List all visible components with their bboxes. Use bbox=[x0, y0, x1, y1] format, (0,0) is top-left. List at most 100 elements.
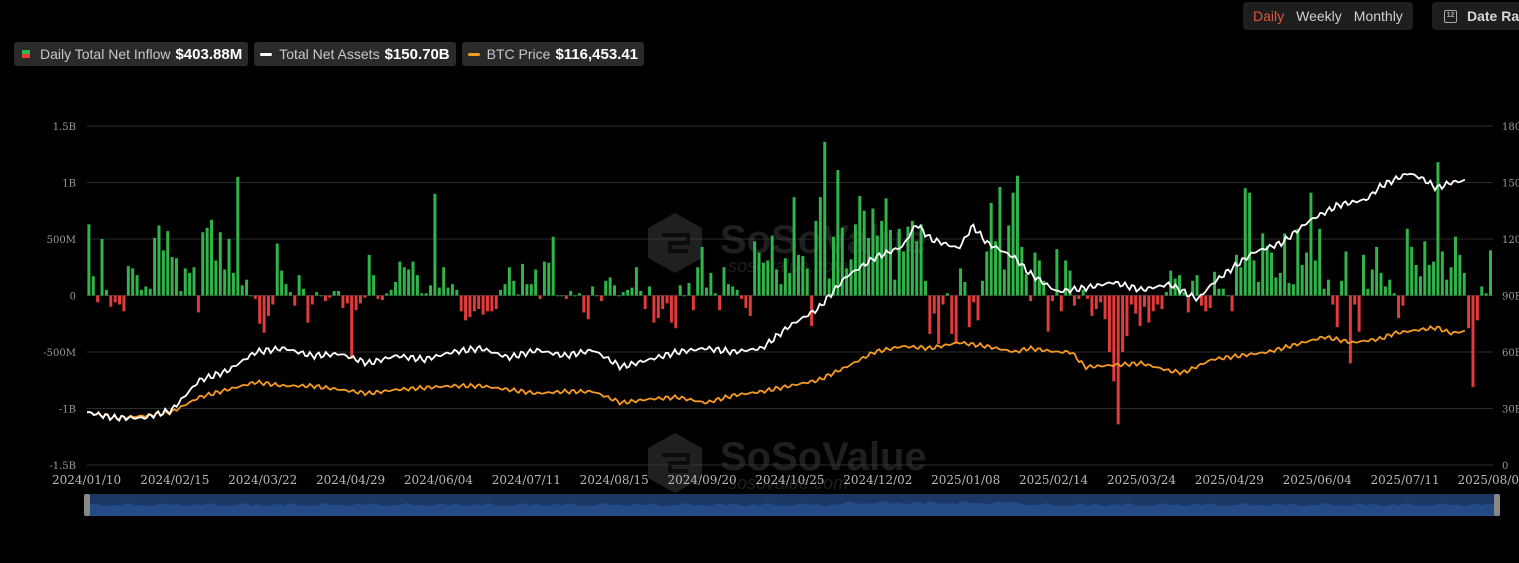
inflow-bar[interactable] bbox=[945, 293, 949, 296]
inflow-bar[interactable] bbox=[586, 295, 590, 320]
inflow-bar[interactable] bbox=[1081, 289, 1085, 296]
inflow-bar[interactable] bbox=[131, 268, 135, 296]
inflow-bar[interactable] bbox=[661, 295, 665, 310]
inflow-bar[interactable] bbox=[989, 202, 993, 296]
inflow-bar[interactable] bbox=[218, 232, 222, 296]
inflow-bar[interactable] bbox=[310, 295, 314, 305]
inflow-bar[interactable] bbox=[998, 187, 1002, 296]
inflow-bar[interactable] bbox=[210, 219, 214, 296]
inflow-bar[interactable] bbox=[1230, 295, 1234, 312]
inflow-bar[interactable] bbox=[516, 294, 520, 296]
inflow-bar[interactable] bbox=[783, 258, 787, 296]
inflow-bar[interactable] bbox=[1191, 280, 1195, 296]
inflow-bar[interactable] bbox=[1002, 269, 1006, 296]
inflow-bar[interactable] bbox=[459, 295, 463, 312]
inflow-bar[interactable] bbox=[845, 268, 849, 296]
inflow-bar[interactable] bbox=[1475, 295, 1479, 321]
inflow-bar[interactable] bbox=[1366, 288, 1370, 296]
inflow-bar[interactable] bbox=[595, 295, 599, 297]
inflow-bar[interactable] bbox=[849, 259, 853, 296]
inflow-bar[interactable] bbox=[499, 289, 503, 296]
inflow-bar[interactable] bbox=[556, 295, 560, 297]
inflow-bar[interactable] bbox=[1121, 295, 1125, 353]
inflow-bar[interactable] bbox=[481, 295, 485, 315]
inflow-bar[interactable] bbox=[967, 295, 971, 328]
inflow-bar[interactable] bbox=[941, 295, 945, 305]
inflow-bar[interactable] bbox=[468, 295, 472, 317]
inflow-bar[interactable] bbox=[1077, 295, 1081, 299]
inflow-bar[interactable] bbox=[888, 229, 892, 296]
inflow-bar[interactable] bbox=[442, 267, 446, 296]
inflow-bar[interactable] bbox=[420, 293, 424, 296]
inflow-bar[interactable] bbox=[271, 295, 275, 305]
inflow-bar[interactable] bbox=[157, 225, 161, 296]
inflow-bar[interactable] bbox=[1134, 295, 1138, 314]
inflow-bar[interactable] bbox=[1340, 280, 1344, 296]
inflow-bar[interactable] bbox=[906, 226, 910, 296]
inflow-bar[interactable] bbox=[262, 295, 266, 333]
inflow-bar[interactable] bbox=[538, 295, 542, 299]
inflow-bar[interactable] bbox=[100, 239, 104, 296]
inflow-bar[interactable] bbox=[1239, 267, 1243, 296]
inflow-bar[interactable] bbox=[862, 210, 866, 296]
inflow-bar[interactable] bbox=[718, 295, 722, 311]
inflow-bar[interactable] bbox=[577, 293, 581, 296]
inflow-bar[interactable] bbox=[1116, 295, 1120, 425]
inflow-bar[interactable] bbox=[1186, 295, 1190, 313]
inflow-bar[interactable] bbox=[1305, 252, 1309, 296]
inflow-bar[interactable] bbox=[175, 258, 178, 296]
inflow-bar[interactable] bbox=[547, 262, 551, 296]
inflow-bar[interactable] bbox=[1055, 249, 1059, 296]
inflow-bar[interactable] bbox=[170, 257, 174, 296]
inflow-bar[interactable] bbox=[643, 295, 647, 310]
inflow-bar[interactable] bbox=[258, 295, 262, 324]
inflow-bar[interactable] bbox=[560, 295, 564, 297]
inflow-bar[interactable] bbox=[1169, 270, 1173, 296]
inflow-bar[interactable] bbox=[1296, 228, 1300, 296]
inflow-bar[interactable] bbox=[744, 295, 748, 308]
inflow-bar[interactable] bbox=[1020, 246, 1024, 296]
inflow-bar[interactable] bbox=[937, 295, 941, 345]
inflow-bar[interactable] bbox=[1405, 228, 1409, 296]
inflow-bar[interactable] bbox=[494, 295, 498, 310]
inflow-bar[interactable] bbox=[96, 295, 100, 303]
inflow-bar[interactable] bbox=[1383, 286, 1387, 296]
inflow-bar[interactable] bbox=[358, 295, 362, 304]
inflow-bar[interactable] bbox=[796, 254, 800, 296]
inflow-bar[interactable] bbox=[1467, 295, 1471, 329]
inflow-bar[interactable] bbox=[1436, 162, 1440, 296]
inflow-bar[interactable] bbox=[398, 261, 402, 296]
inflow-bar[interactable] bbox=[875, 235, 879, 296]
inflow-bar[interactable] bbox=[253, 295, 257, 299]
inflow-bar[interactable] bbox=[214, 260, 218, 296]
inflow-bar[interactable] bbox=[332, 290, 336, 296]
inflow-bar[interactable] bbox=[1283, 233, 1287, 296]
inflow-bar[interactable] bbox=[919, 224, 923, 296]
inflow-bar[interactable] bbox=[1449, 267, 1453, 296]
inflow-bar[interactable] bbox=[599, 295, 603, 302]
inflow-bar[interactable] bbox=[963, 281, 967, 296]
inflow-bar[interactable] bbox=[910, 220, 914, 296]
inflow-bar[interactable] bbox=[148, 288, 152, 296]
inflow-bar[interactable] bbox=[319, 295, 323, 297]
inflow-bar[interactable] bbox=[1217, 288, 1221, 296]
inflow-bar[interactable] bbox=[411, 261, 415, 296]
inflow-bar[interactable] bbox=[884, 198, 888, 296]
inflow-bar[interactable] bbox=[1195, 275, 1199, 296]
inflow-bar[interactable] bbox=[761, 262, 765, 296]
inflow-bar[interactable] bbox=[683, 295, 687, 297]
inflow-bar[interactable] bbox=[345, 295, 349, 304]
inflow-bar[interactable] bbox=[1064, 260, 1068, 296]
inflow-bar[interactable] bbox=[354, 295, 358, 311]
inflow-bar[interactable] bbox=[1007, 225, 1011, 296]
inflow-bar[interactable] bbox=[735, 289, 739, 296]
inflow-bar[interactable] bbox=[302, 288, 305, 296]
inflow-bar[interactable] bbox=[604, 280, 608, 296]
inflow-bar[interactable] bbox=[521, 263, 525, 296]
inflow-bar[interactable] bbox=[792, 197, 796, 296]
inflow-bar[interactable] bbox=[1173, 278, 1177, 296]
inflow-bar[interactable] bbox=[1445, 279, 1449, 296]
inflow-bar[interactable] bbox=[1226, 295, 1230, 297]
inflow-bar[interactable] bbox=[192, 267, 196, 296]
legend-assets[interactable]: Total Net Assets $150.70B bbox=[254, 42, 456, 66]
